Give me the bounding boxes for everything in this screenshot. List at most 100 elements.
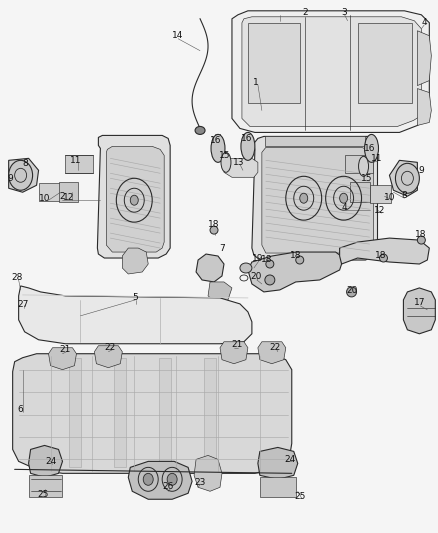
Bar: [204, 358, 216, 467]
Text: 10: 10: [384, 193, 395, 201]
Polygon shape: [417, 88, 431, 125]
Polygon shape: [232, 11, 429, 132]
Ellipse shape: [195, 126, 205, 134]
Polygon shape: [196, 254, 224, 282]
Ellipse shape: [339, 193, 348, 203]
Ellipse shape: [346, 287, 357, 297]
Text: 2: 2: [302, 9, 307, 17]
Text: 4: 4: [342, 203, 347, 212]
Polygon shape: [262, 148, 374, 253]
Bar: [265, 136, 364, 147]
Bar: [260, 478, 296, 497]
Ellipse shape: [240, 263, 252, 273]
Ellipse shape: [396, 163, 419, 193]
Polygon shape: [258, 342, 286, 364]
Polygon shape: [220, 342, 248, 364]
Text: 14: 14: [173, 31, 184, 40]
Text: 20: 20: [346, 286, 357, 295]
Text: 26: 26: [162, 482, 174, 491]
Ellipse shape: [130, 195, 138, 205]
Text: 11: 11: [371, 154, 382, 163]
Text: 13: 13: [233, 158, 245, 167]
Ellipse shape: [300, 193, 308, 203]
Text: 18: 18: [415, 230, 426, 239]
Text: 21: 21: [60, 345, 71, 354]
Ellipse shape: [265, 275, 275, 285]
Text: 9: 9: [418, 166, 424, 175]
Ellipse shape: [143, 473, 153, 486]
Ellipse shape: [379, 254, 388, 262]
Bar: [350, 182, 370, 202]
Text: 28: 28: [11, 273, 22, 282]
Text: 27: 27: [17, 301, 28, 309]
Polygon shape: [248, 252, 343, 292]
Text: 10: 10: [39, 193, 50, 203]
Bar: [59, 182, 78, 202]
Polygon shape: [128, 462, 192, 499]
Polygon shape: [28, 446, 63, 478]
Polygon shape: [106, 147, 164, 252]
Bar: [248, 23, 300, 102]
Text: 1: 1: [253, 78, 259, 87]
Ellipse shape: [221, 152, 231, 172]
Ellipse shape: [296, 256, 304, 264]
Text: 16: 16: [241, 134, 253, 143]
Ellipse shape: [364, 134, 378, 163]
Polygon shape: [19, 286, 252, 344]
Text: 18: 18: [261, 255, 272, 263]
Text: 2: 2: [60, 192, 65, 201]
Polygon shape: [224, 158, 258, 177]
Polygon shape: [194, 455, 222, 491]
Text: 12: 12: [374, 206, 385, 215]
Text: 24: 24: [284, 455, 295, 464]
Text: 21: 21: [231, 340, 243, 349]
Text: 8: 8: [402, 191, 407, 200]
Text: 22: 22: [269, 343, 280, 352]
Bar: [345, 155, 372, 173]
Bar: [159, 358, 171, 467]
Text: 18: 18: [375, 251, 386, 260]
Text: 16: 16: [210, 136, 222, 145]
Text: 25: 25: [294, 492, 305, 501]
Text: 9: 9: [8, 174, 14, 183]
Ellipse shape: [417, 236, 425, 244]
Polygon shape: [9, 158, 39, 192]
Bar: [370, 185, 392, 203]
Text: 20: 20: [250, 272, 261, 281]
Text: 5: 5: [132, 293, 138, 302]
Bar: [39, 183, 60, 201]
Ellipse shape: [9, 160, 32, 190]
Bar: [114, 358, 126, 467]
Bar: [28, 475, 63, 497]
Ellipse shape: [241, 132, 255, 160]
Text: 18: 18: [208, 220, 220, 229]
Ellipse shape: [359, 156, 368, 176]
Text: 23: 23: [194, 478, 206, 487]
Polygon shape: [417, 31, 431, 86]
Text: 16: 16: [364, 144, 375, 153]
Ellipse shape: [210, 226, 218, 234]
Polygon shape: [403, 288, 435, 334]
Polygon shape: [242, 17, 421, 126]
Bar: [357, 23, 413, 102]
Polygon shape: [95, 346, 122, 368]
Polygon shape: [208, 282, 232, 304]
Ellipse shape: [211, 134, 225, 163]
Polygon shape: [13, 354, 292, 473]
Polygon shape: [49, 348, 77, 370]
Text: 3: 3: [342, 9, 347, 17]
Text: 18: 18: [290, 251, 301, 260]
Text: 15: 15: [219, 151, 231, 160]
Text: 12: 12: [63, 193, 74, 201]
Text: 22: 22: [105, 343, 116, 352]
Text: 19: 19: [252, 254, 264, 263]
Bar: [66, 155, 93, 173]
Text: 6: 6: [18, 405, 24, 414]
Ellipse shape: [266, 260, 274, 268]
Polygon shape: [122, 248, 148, 274]
Polygon shape: [339, 238, 429, 264]
Text: 11: 11: [70, 156, 81, 165]
Text: 7: 7: [219, 244, 225, 253]
Polygon shape: [389, 160, 417, 196]
Polygon shape: [258, 447, 298, 479]
